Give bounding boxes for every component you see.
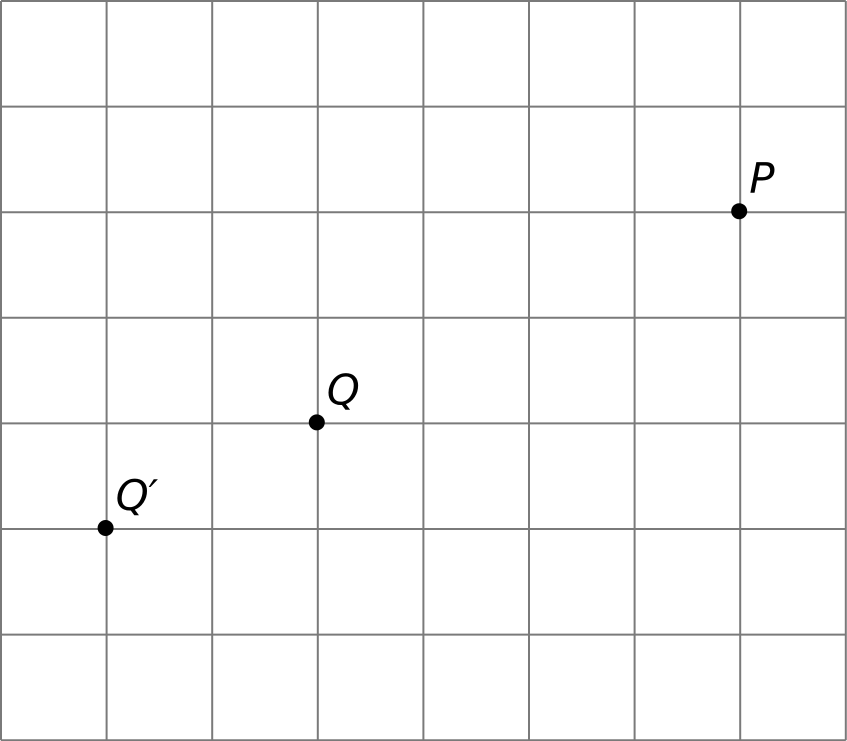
point-q-prime-dot — [97, 520, 114, 536]
point-q-prime: Q′ — [97, 471, 159, 536]
point-p-label: P — [749, 154, 775, 203]
point-q-label: Q — [327, 365, 360, 414]
point-p-dot — [731, 203, 748, 220]
point-q-prime-label: Q′ — [116, 471, 159, 520]
point-q-dot — [308, 414, 325, 431]
point-q: Q — [308, 365, 360, 431]
point-p: P — [731, 154, 775, 220]
